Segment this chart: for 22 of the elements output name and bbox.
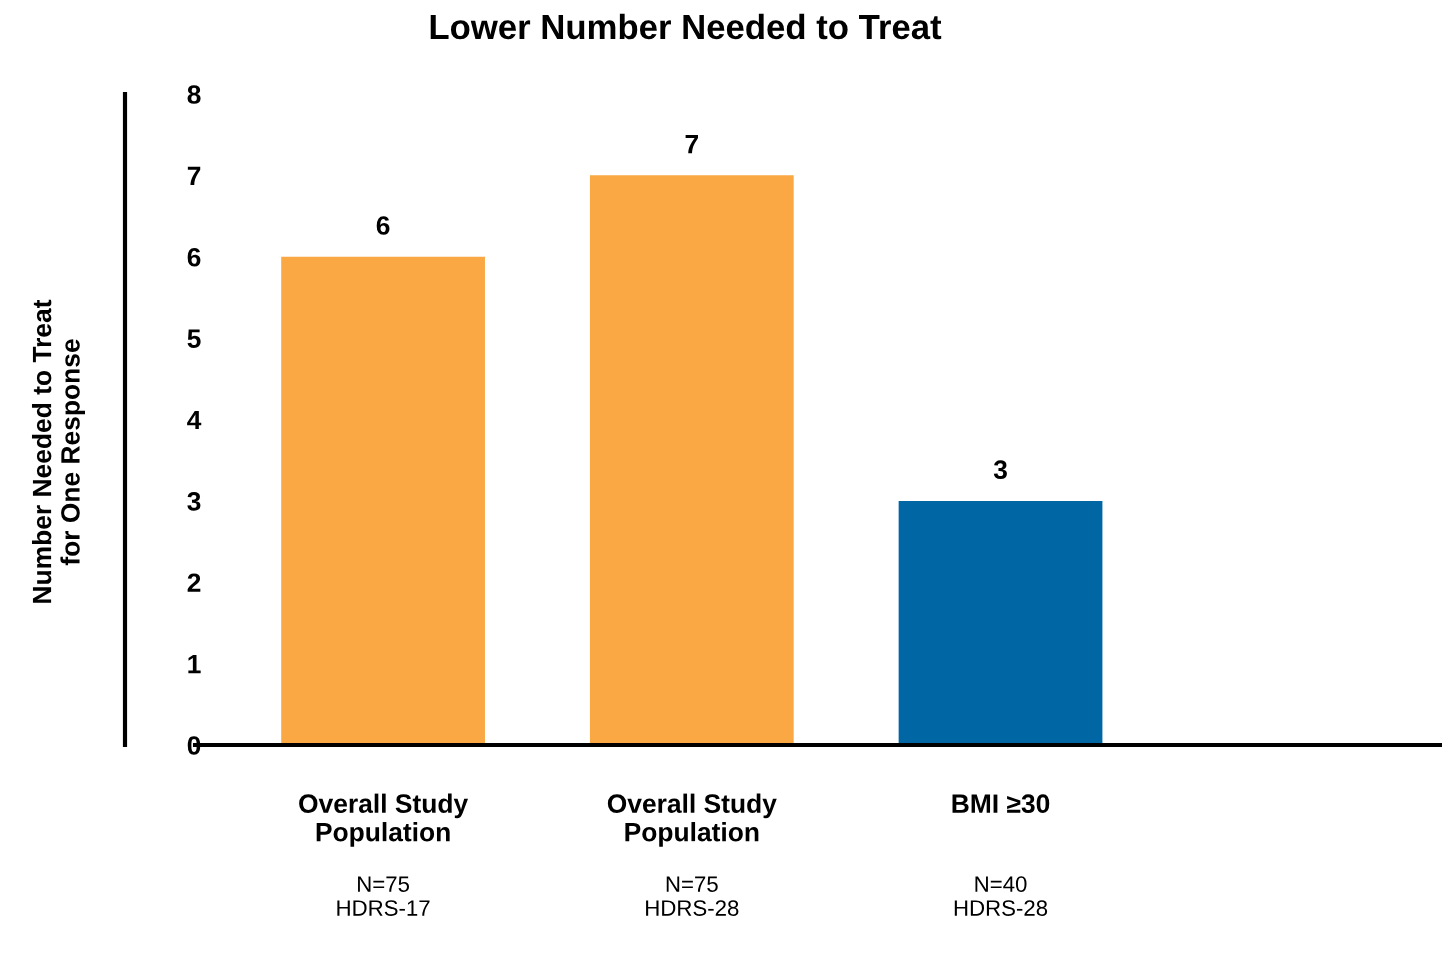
- x-tick-label: Overall Study Population: [607, 793, 777, 847]
- text: N=75 HDRS-17: [337, 876, 430, 916]
- chart-title: Lower Number Needed to Treat: [430, 13, 942, 40]
- y-tick-label: 5: [187, 329, 201, 348]
- y-tick-label: 3: [187, 492, 201, 511]
- y-axis-title: Number Needed to Treat for One Response: [31, 299, 85, 603]
- y-tick-label: 2: [187, 573, 201, 592]
- y-tick-label: 6: [187, 247, 201, 267]
- text: N=40 HDRS-28: [954, 876, 1048, 916]
- bar: [589, 175, 794, 745]
- y-tick-label: 7: [187, 166, 201, 185]
- data-label: 3: [993, 460, 1007, 480]
- data-label: 6: [376, 216, 390, 235]
- bar: [898, 500, 1103, 745]
- x-tick-label: BMI ≥30: [952, 794, 1050, 814]
- y-tick-label: 8: [187, 85, 201, 104]
- x-tick-label: Overall Study Population: [299, 793, 469, 847]
- y-tick-label: 1: [188, 655, 201, 674]
- bar: [281, 256, 485, 745]
- data-label: 7: [685, 135, 698, 154]
- y-tick-label: 4: [187, 410, 202, 430]
- text: N=75 HDRS-28: [646, 876, 739, 916]
